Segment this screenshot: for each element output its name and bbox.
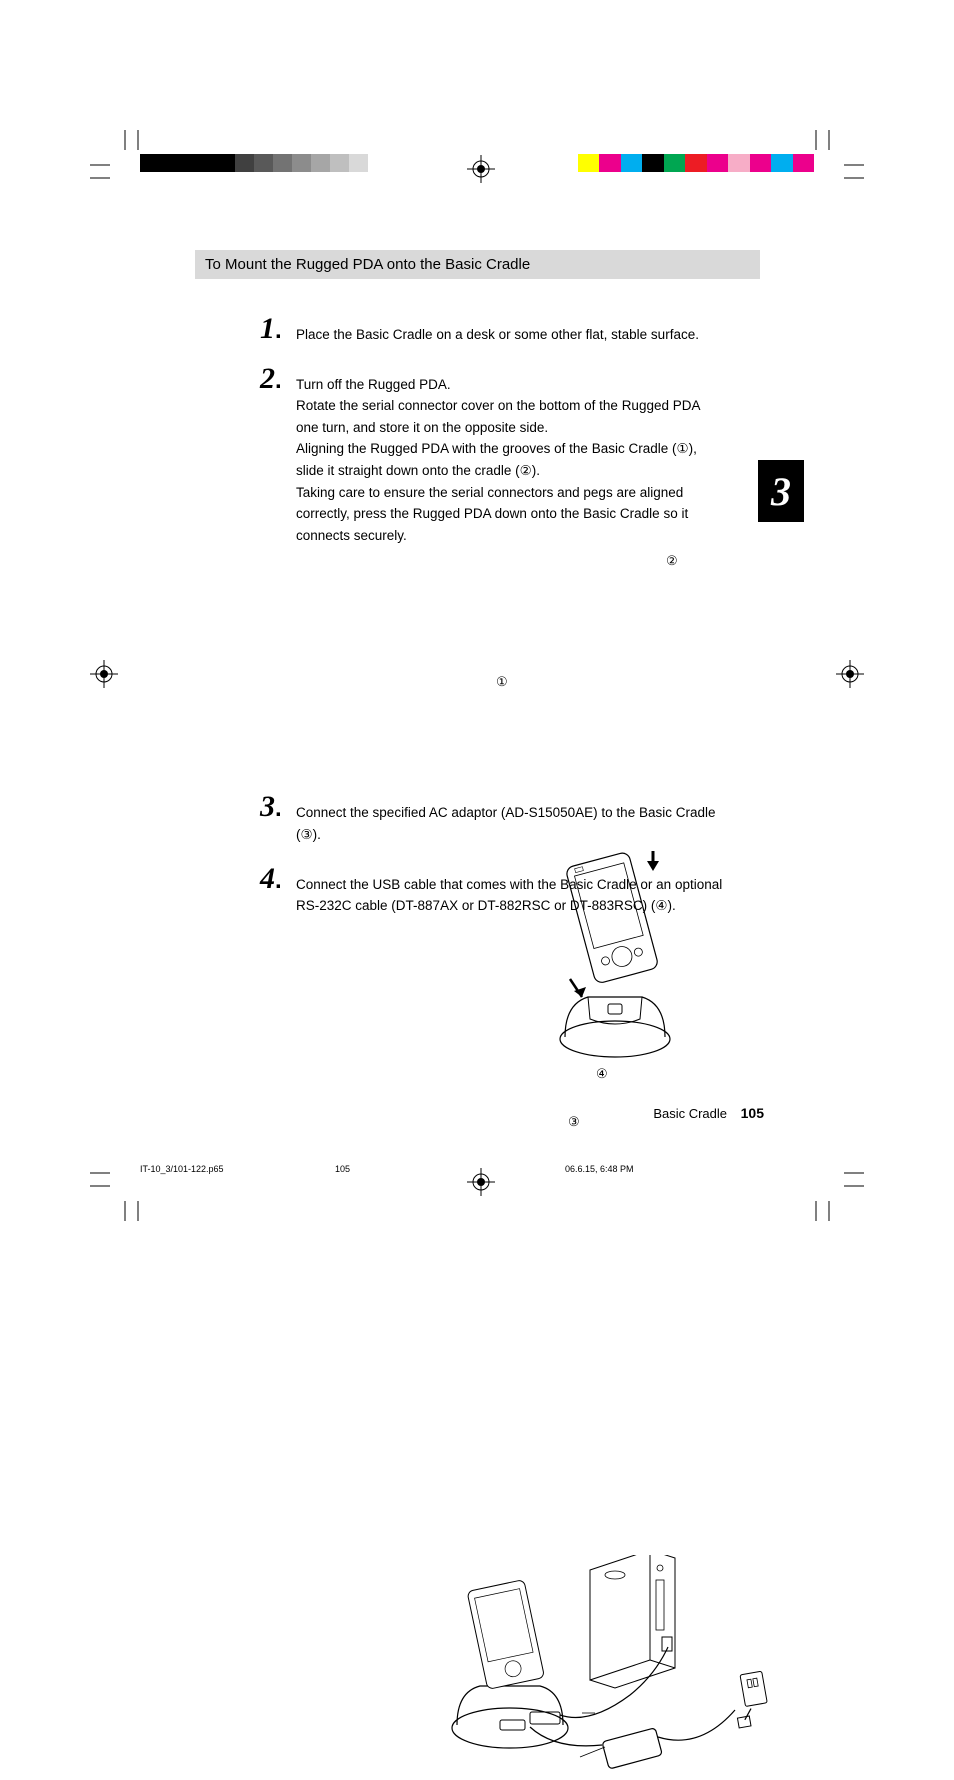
step-3: 3. Connect the specified AC adaptor (AD-… [260, 792, 775, 845]
slug-date: 06.6.15, 6:48 PM [565, 1164, 634, 1174]
slug-page: 105 [335, 1164, 565, 1174]
crop-bottom-right [814, 1171, 864, 1221]
page-footer: Basic Cradle 105 [653, 1105, 764, 1121]
step-2: 2. Turn off the Rugged PDA.Rotate the se… [260, 364, 775, 775]
color-bar-left [140, 154, 380, 172]
page-body: To Mount the Rugged PDA onto the Basic C… [195, 250, 775, 1170]
crop-top-left [90, 130, 140, 180]
crop-top-right [814, 130, 864, 180]
crop-bottom-left [90, 1171, 140, 1221]
callout-3: ③ [568, 1112, 580, 1133]
step-number: 4. [260, 864, 290, 1152]
step-text: Connect the specified AC adaptor (AD-S15… [296, 792, 726, 845]
callout-4: ④ [596, 1064, 608, 1085]
step-1: 1. Place the Basic Cradle on a desk or s… [260, 314, 775, 346]
step-number: 2. [260, 364, 290, 775]
step-text: Turn off the Rugged PDA.Rotate the seria… [296, 364, 726, 775]
callout-2: ② [666, 551, 678, 572]
reg-left [90, 660, 118, 688]
slug-line: IT-10_3/101-122.p65 105 06.6.15, 6:48 PM [140, 1164, 814, 1174]
step-number: 3. [260, 792, 290, 845]
callout-1: ① [496, 672, 508, 693]
color-bar-right [578, 154, 815, 172]
illustration-cradle-cables [430, 1555, 800, 1780]
reg-top [467, 155, 495, 183]
footer-section: Basic Cradle [653, 1106, 727, 1121]
step-text: Place the Basic Cradle on a desk or some… [296, 314, 726, 346]
step-number: 1. [260, 314, 290, 346]
footer-page-number: 105 [741, 1105, 764, 1121]
slug-file: IT-10_3/101-122.p65 [140, 1164, 335, 1174]
section-heading: To Mount the Rugged PDA onto the Basic C… [195, 250, 760, 279]
reg-right [836, 660, 864, 688]
